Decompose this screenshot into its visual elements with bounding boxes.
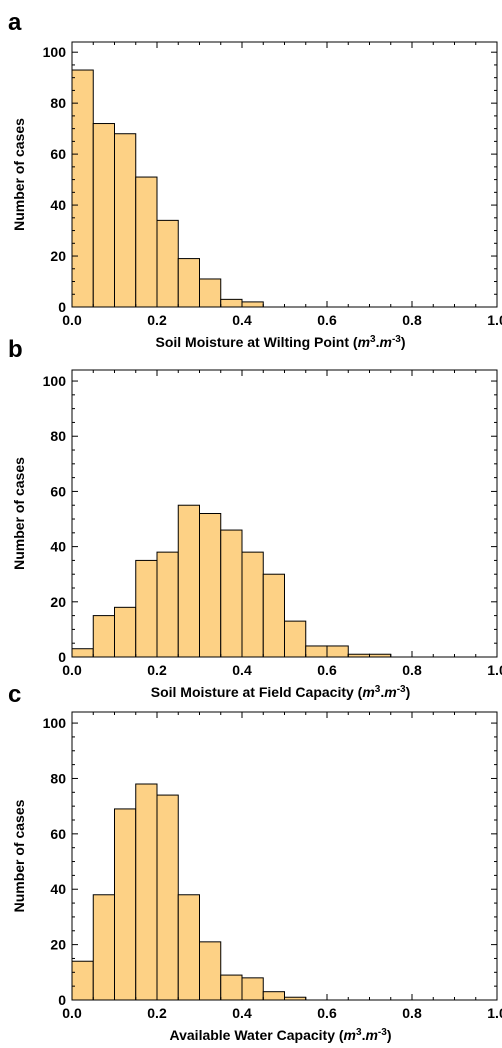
histogram-bar <box>177 504 200 658</box>
x-tick-label: 0.6 <box>317 662 337 678</box>
histogram-bar <box>241 301 264 308</box>
y-tick-label: 100 <box>43 715 67 731</box>
histogram-bar <box>135 783 158 1001</box>
panel-b: b 0.0 0.2 0.4 0.6 0.8 1.0 0 20 40 60 80 100 Number of… <box>8 336 502 700</box>
y-tick-label: 80 <box>50 95 66 111</box>
histogram-bar <box>135 176 158 308</box>
histogram-bar <box>135 559 158 658</box>
histogram-bar <box>305 645 328 658</box>
y-tick-label: 20 <box>50 937 66 953</box>
x-tick-label: 0.6 <box>317 312 337 328</box>
histogram-bar <box>92 123 115 308</box>
y-tick-label: 60 <box>50 826 66 842</box>
x-tick-label: 1.0 <box>487 312 502 328</box>
y-tick-label: 20 <box>50 594 66 610</box>
histogram-bar <box>114 606 137 658</box>
panel-letter: b <box>8 336 23 363</box>
histogram-bar <box>92 615 115 658</box>
histogram-bar <box>241 551 264 658</box>
histogram-bar <box>220 298 243 308</box>
histogram-bar <box>262 573 285 658</box>
y-tick-label: 0 <box>58 992 66 1008</box>
histogram-bar <box>199 278 222 308</box>
y-tick-label: 40 <box>50 539 66 555</box>
y-tick-label: 80 <box>50 428 66 444</box>
histogram-bar <box>114 808 137 1001</box>
histogram-bar <box>156 219 179 308</box>
panel-letter: a <box>8 9 22 36</box>
x-tick-label: 0.8 <box>402 1005 422 1021</box>
histogram-bar <box>177 894 200 1001</box>
x-tick-label: 0.2 <box>147 312 167 328</box>
histogram-bar <box>156 794 179 1001</box>
histogram-bar <box>326 645 349 658</box>
panel-c: c 0.0 0.2 0.4 0.6 0.8 1.0 0 20 40 60 80 100 Number of… <box>8 681 502 1043</box>
x-tick-label: 0.4 <box>232 1005 252 1021</box>
histogram-bar <box>284 620 307 658</box>
y-tick-label: 40 <box>50 881 66 897</box>
y-tick-label: 0 <box>58 649 66 665</box>
y-tick-label: 100 <box>43 44 67 60</box>
x-tick-label: 0.4 <box>232 662 252 678</box>
y-tick-label: 100 <box>43 373 67 389</box>
x-tick-label: 0.0 <box>62 312 82 328</box>
histogram-bar <box>262 991 285 1001</box>
histogram-bar <box>220 529 243 658</box>
histogram-bar <box>156 551 179 658</box>
y-axis-label: Number of cases <box>11 799 27 912</box>
x-tick-label: 0.0 <box>62 1005 82 1021</box>
panel-a: a 0.0 0.2 0.4 0.6 0.8 1.0 0 20 40 60 80 100 Number of… <box>8 9 502 350</box>
histogram-bar <box>71 960 94 1001</box>
y-tick-label: 60 <box>50 483 66 499</box>
y-tick-label: 20 <box>50 248 66 264</box>
y-tick-label: 80 <box>50 770 66 786</box>
histogram-bar <box>177 258 200 308</box>
x-tick-label: 1.0 <box>487 1005 502 1021</box>
x-axis-label: Soil Moisture at Wilting Point (m3.m-3) <box>155 334 405 350</box>
x-tick-label: 0.2 <box>147 662 167 678</box>
histogram-bar <box>71 648 94 658</box>
y-axis-label: Number of cases <box>11 457 27 570</box>
panel-letter: c <box>8 681 21 708</box>
histogram-bar <box>220 974 243 1001</box>
histogram-bar <box>92 894 115 1001</box>
x-tick-label: 0.8 <box>402 662 422 678</box>
x-tick-label: 0.4 <box>232 312 252 328</box>
x-tick-label: 1.0 <box>487 662 502 678</box>
x-axis-label: Soil Moisture at Field Capacity (m3.m-3) <box>151 684 411 700</box>
y-axis-label: Number of cases <box>11 118 27 231</box>
x-axis-label: Available Water Capacity (m3.m-3) <box>170 1027 392 1043</box>
x-tick-label: 0.6 <box>317 1005 337 1021</box>
histogram-bar <box>241 977 264 1001</box>
y-tick-label: 40 <box>50 197 66 213</box>
x-tick-label: 0.2 <box>147 1005 167 1021</box>
histogram-bar <box>71 69 94 308</box>
histogram-bar <box>114 133 137 308</box>
x-tick-label: 0.0 <box>62 662 82 678</box>
histogram-bar <box>199 513 222 658</box>
x-tick-label: 0.8 <box>402 312 422 328</box>
histogram-bar <box>199 941 222 1001</box>
y-tick-label: 60 <box>50 146 66 162</box>
y-tick-label: 0 <box>58 299 66 315</box>
